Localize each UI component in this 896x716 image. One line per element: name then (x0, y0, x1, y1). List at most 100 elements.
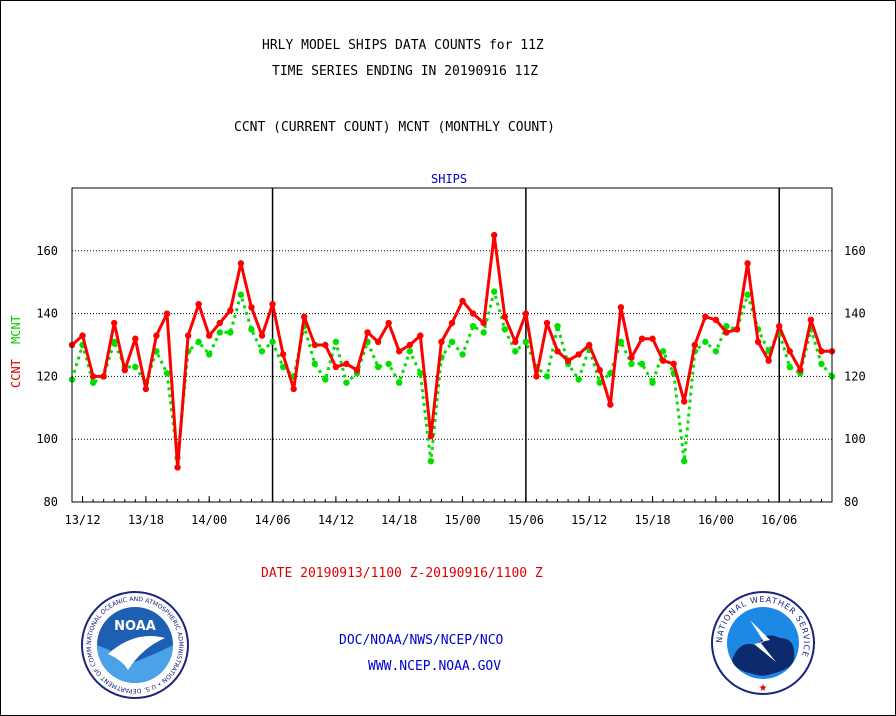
point-ccnt (786, 348, 793, 355)
point-mcnt (723, 322, 730, 330)
point-ccnt (681, 398, 688, 405)
point-ccnt (279, 351, 287, 358)
noaa-logo-text: NOAA (114, 619, 156, 634)
point-ccnt (744, 260, 751, 267)
point-mcnt (659, 348, 667, 355)
point-ccnt (776, 322, 783, 330)
point-mcnt (469, 322, 477, 330)
point-ccnt (765, 357, 772, 364)
point-ccnt (649, 335, 656, 342)
point-mcnt (448, 338, 456, 346)
y-tick-label-right: 120 (844, 369, 866, 383)
point-ccnt (206, 332, 213, 339)
point-mcnt (427, 457, 435, 465)
point-mcnt (543, 373, 551, 380)
point-ccnt (459, 297, 466, 305)
nws-logo: NATIONAL WEATHER SERVICE ★ (711, 591, 815, 695)
axis-labels: 80 80 100 100 120 120 140 140 160 160 13/12 13/18 14… (36, 244, 865, 527)
point-ccnt (121, 366, 128, 374)
point-mcnt (480, 329, 487, 336)
point-mcnt (786, 363, 793, 371)
point-mcnt (522, 338, 530, 346)
website-link[interactable]: WWW.NCEP.NOAA.GOV (368, 659, 502, 674)
point-ccnt (586, 341, 593, 349)
x-tick-label: 15/18 (634, 513, 670, 527)
point-ccnt (670, 360, 677, 368)
point-ccnt (142, 385, 150, 393)
point-mcnt (111, 338, 118, 346)
point-mcnt (227, 329, 234, 336)
y-axis-label-mcnt: MCNT (9, 315, 23, 344)
point-ccnt (480, 319, 487, 327)
x-tick-label: 15/12 (571, 513, 607, 527)
point-ccnt (754, 338, 762, 346)
point-ccnt (501, 313, 508, 320)
point-ccnt (522, 310, 530, 317)
point-mcnt (744, 291, 751, 298)
point-ccnt (438, 338, 445, 346)
point-mcnt (216, 329, 223, 336)
point-mcnt (596, 379, 603, 386)
point-ccnt (195, 300, 202, 308)
y-tick-label-right: 140 (844, 307, 866, 321)
y-axis-label-ccnt: CCNT (9, 359, 23, 388)
point-ccnt (248, 304, 255, 311)
point-mcnt (396, 379, 403, 386)
point-ccnt (617, 304, 625, 311)
point-mcnt (269, 338, 276, 346)
point-ccnt (216, 319, 223, 327)
point-ccnt (533, 373, 540, 380)
x-tick-label: 14/06 (254, 513, 290, 527)
point-ccnt (818, 348, 825, 355)
point-mcnt (607, 370, 614, 377)
point-mcnt (248, 326, 255, 333)
point-ccnt (100, 373, 107, 380)
point-ccnt (575, 351, 582, 358)
chart-title-line1: HRLY MODEL SHIPS DATA COUNTS for 11Z (262, 38, 544, 53)
point-ccnt (374, 338, 382, 346)
x-tick-label: 13/18 (128, 513, 164, 527)
point-ccnt (258, 332, 266, 339)
point-mcnt (237, 291, 245, 298)
point-ccnt (237, 260, 245, 267)
point-ccnt (543, 319, 551, 327)
point-mcnt (702, 338, 709, 346)
point-ccnt (628, 354, 635, 361)
point-mcnt (406, 348, 413, 355)
point-ccnt (554, 348, 561, 355)
point-ccnt (712, 316, 720, 324)
point-mcnt (818, 360, 825, 368)
point-ccnt (733, 326, 741, 333)
point-ccnt (564, 357, 572, 364)
point-ccnt (269, 300, 276, 308)
y-tick-label-right: 80 (844, 495, 858, 509)
point-mcnt (459, 351, 466, 358)
x-tick-label: 16/00 (698, 513, 734, 527)
y-tick-label-right: 100 (844, 432, 866, 446)
x-tick-label: 15/06 (508, 513, 544, 527)
point-ccnt (290, 385, 297, 393)
point-mcnt (374, 363, 382, 371)
point-ccnt (417, 332, 424, 339)
point-ccnt (153, 332, 160, 339)
point-mcnt (343, 379, 350, 386)
point-mcnt (206, 351, 213, 358)
point-ccnt (491, 231, 498, 239)
point-ccnt (638, 335, 646, 342)
point-ccnt (406, 341, 413, 349)
noaa-logo: NOAA NATIONAL OCEANIC AND ATMOSPHERIC AD… (80, 590, 189, 699)
point-mcnt (322, 376, 329, 383)
point-ccnt (607, 401, 614, 408)
point-mcnt (417, 370, 424, 377)
point-mcnt (501, 326, 508, 333)
point-mcnt (617, 338, 625, 346)
point-mcnt (311, 360, 318, 368)
point-mcnt (163, 370, 171, 377)
point-mcnt (628, 360, 635, 368)
point-ccnt (132, 335, 139, 342)
point-ccnt (396, 348, 403, 355)
x-tick-label: 15/00 (444, 513, 480, 527)
chart-subtitle: CCNT (CURRENT COUNT) MCNT (MONTHLY COUNT… (234, 120, 555, 135)
chart-title-line2: TIME SERIES ENDING IN 20190916 11Z (272, 64, 539, 79)
